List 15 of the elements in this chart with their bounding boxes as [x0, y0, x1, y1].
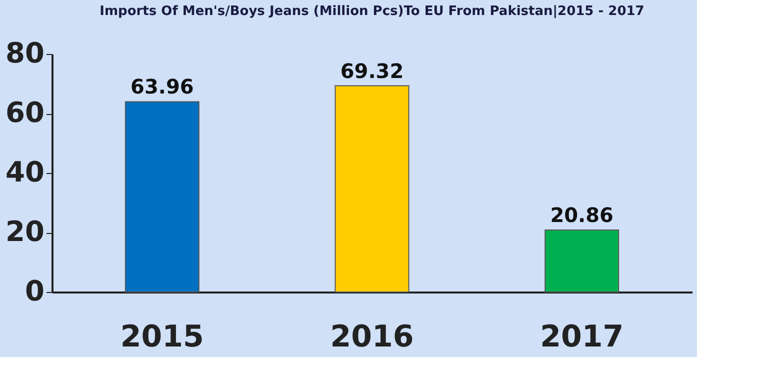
- bar: [544, 229, 620, 292]
- data-label: 69.32: [340, 58, 404, 83]
- y-tick-label: 40: [6, 156, 44, 188]
- x-tick-label: 2016: [330, 320, 414, 354]
- y-tick-label: 80: [6, 36, 44, 70]
- x-tick-label: 2015: [120, 320, 204, 354]
- x-tick-label: 2017: [540, 320, 624, 354]
- data-label: 20.86: [550, 202, 614, 227]
- bar: [334, 85, 410, 292]
- y-tick-label: 0: [25, 274, 44, 308]
- data-label: 63.96: [130, 74, 194, 99]
- bar: [124, 101, 200, 292]
- y-tick-label: 20: [6, 215, 44, 248]
- y-tick-label: 60: [6, 96, 44, 129]
- chart-title: Imports Of Men's/Boys Jeans (Million Pcs)To EU From Pakistan|2015 - 2017: [100, 4, 644, 19]
